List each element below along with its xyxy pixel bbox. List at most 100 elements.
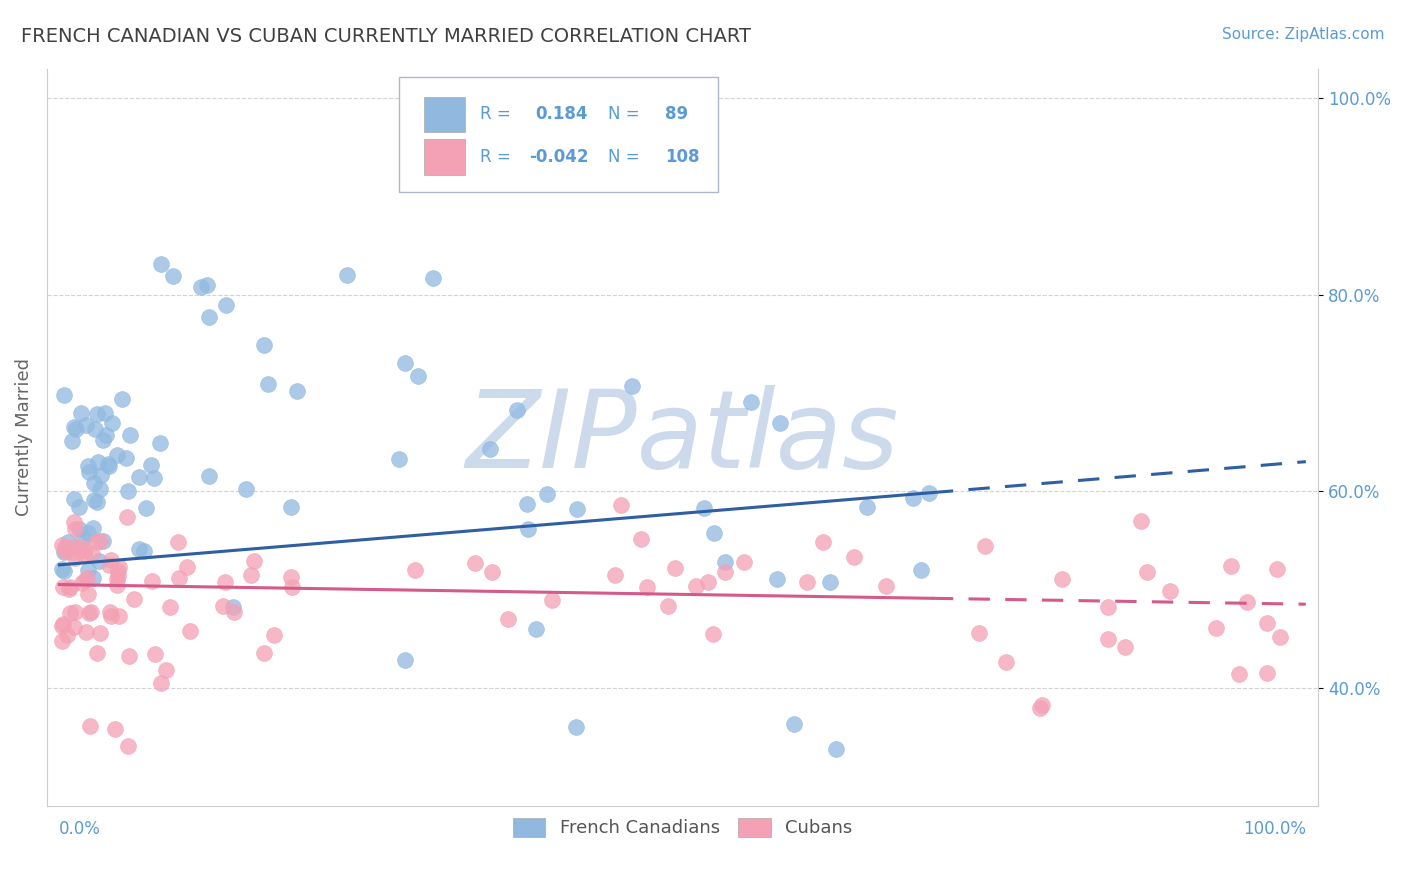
- Point: [769, 416, 792, 430]
- Point: [703, 525, 725, 540]
- Point: [505, 403, 527, 417]
- Point: [52, 580, 75, 594]
- Point: [86, 495, 108, 509]
- Point: [105, 572, 128, 586]
- Point: [176, 560, 198, 574]
- Point: [796, 574, 818, 589]
- Point: [198, 469, 221, 483]
- Point: [59, 606, 82, 620]
- Point: [73, 573, 96, 587]
- Point: [1114, 640, 1136, 654]
- Legend: French Canadians, Cubans: French Canadians, Cubans: [506, 811, 859, 845]
- Point: [280, 500, 302, 514]
- Point: [51, 562, 73, 576]
- Point: [567, 502, 589, 516]
- Point: [657, 599, 679, 613]
- Point: [77, 563, 100, 577]
- Point: [75, 625, 97, 640]
- Point: [98, 605, 121, 619]
- Point: [783, 717, 806, 731]
- Point: [179, 624, 201, 638]
- Point: [162, 269, 184, 284]
- Point: [107, 569, 129, 583]
- Point: [253, 646, 276, 660]
- Point: [111, 392, 134, 406]
- Point: [541, 593, 564, 607]
- Point: [281, 580, 304, 594]
- Point: [630, 533, 652, 547]
- Text: -0.042: -0.042: [529, 148, 588, 166]
- Point: [394, 356, 416, 370]
- Point: [336, 268, 359, 282]
- Point: [517, 522, 540, 536]
- Text: 89: 89: [665, 105, 688, 123]
- Y-axis label: Currently Married: Currently Married: [15, 358, 32, 516]
- Point: [918, 486, 941, 500]
- Point: [1029, 701, 1052, 715]
- Point: [1268, 630, 1291, 644]
- Point: [693, 500, 716, 515]
- Point: [76, 571, 98, 585]
- Text: N =: N =: [607, 148, 640, 166]
- Point: [167, 571, 190, 585]
- Point: [221, 599, 243, 614]
- Point: [87, 554, 110, 568]
- Point: [159, 600, 181, 615]
- Point: [150, 676, 173, 690]
- Point: [1256, 666, 1278, 681]
- Point: [143, 647, 166, 661]
- Point: [636, 580, 658, 594]
- Point: [107, 564, 129, 578]
- Point: [766, 572, 789, 586]
- Point: [100, 608, 122, 623]
- Point: [215, 298, 238, 312]
- Point: [100, 553, 122, 567]
- Point: [76, 458, 98, 473]
- Point: [73, 548, 96, 562]
- Point: [910, 563, 932, 577]
- Point: [142, 471, 165, 485]
- Point: [72, 532, 94, 546]
- Point: [1031, 698, 1053, 712]
- Point: [1171, 808, 1194, 822]
- Point: [422, 271, 444, 285]
- Point: [90, 468, 112, 483]
- Point: [51, 619, 73, 633]
- Point: [97, 458, 120, 473]
- Point: [565, 720, 588, 734]
- Point: [91, 534, 114, 549]
- Point: [263, 628, 285, 642]
- Point: [69, 406, 91, 420]
- Text: N =: N =: [607, 105, 640, 123]
- Point: [63, 491, 86, 506]
- Point: [117, 649, 139, 664]
- Point: [72, 576, 94, 591]
- Point: [536, 487, 558, 501]
- Point: [67, 522, 90, 536]
- Point: [76, 587, 98, 601]
- Point: [82, 521, 104, 535]
- Point: [524, 622, 547, 636]
- Point: [63, 516, 86, 530]
- Point: [89, 534, 111, 549]
- Point: [702, 627, 724, 641]
- Text: 0.0%: 0.0%: [59, 821, 101, 838]
- Point: [973, 539, 995, 553]
- Point: [253, 338, 276, 352]
- Point: [79, 719, 101, 733]
- Point: [53, 544, 76, 558]
- Point: [52, 565, 75, 579]
- Point: [515, 497, 537, 511]
- Point: [84, 534, 107, 549]
- Point: [811, 534, 834, 549]
- Point: [696, 574, 718, 589]
- Point: [257, 376, 280, 391]
- Point: [62, 420, 84, 434]
- Point: [464, 556, 486, 570]
- Point: [108, 560, 131, 574]
- Point: [285, 384, 308, 398]
- Point: [97, 558, 120, 572]
- Point: [875, 579, 897, 593]
- Point: [115, 450, 138, 465]
- Point: [139, 458, 162, 472]
